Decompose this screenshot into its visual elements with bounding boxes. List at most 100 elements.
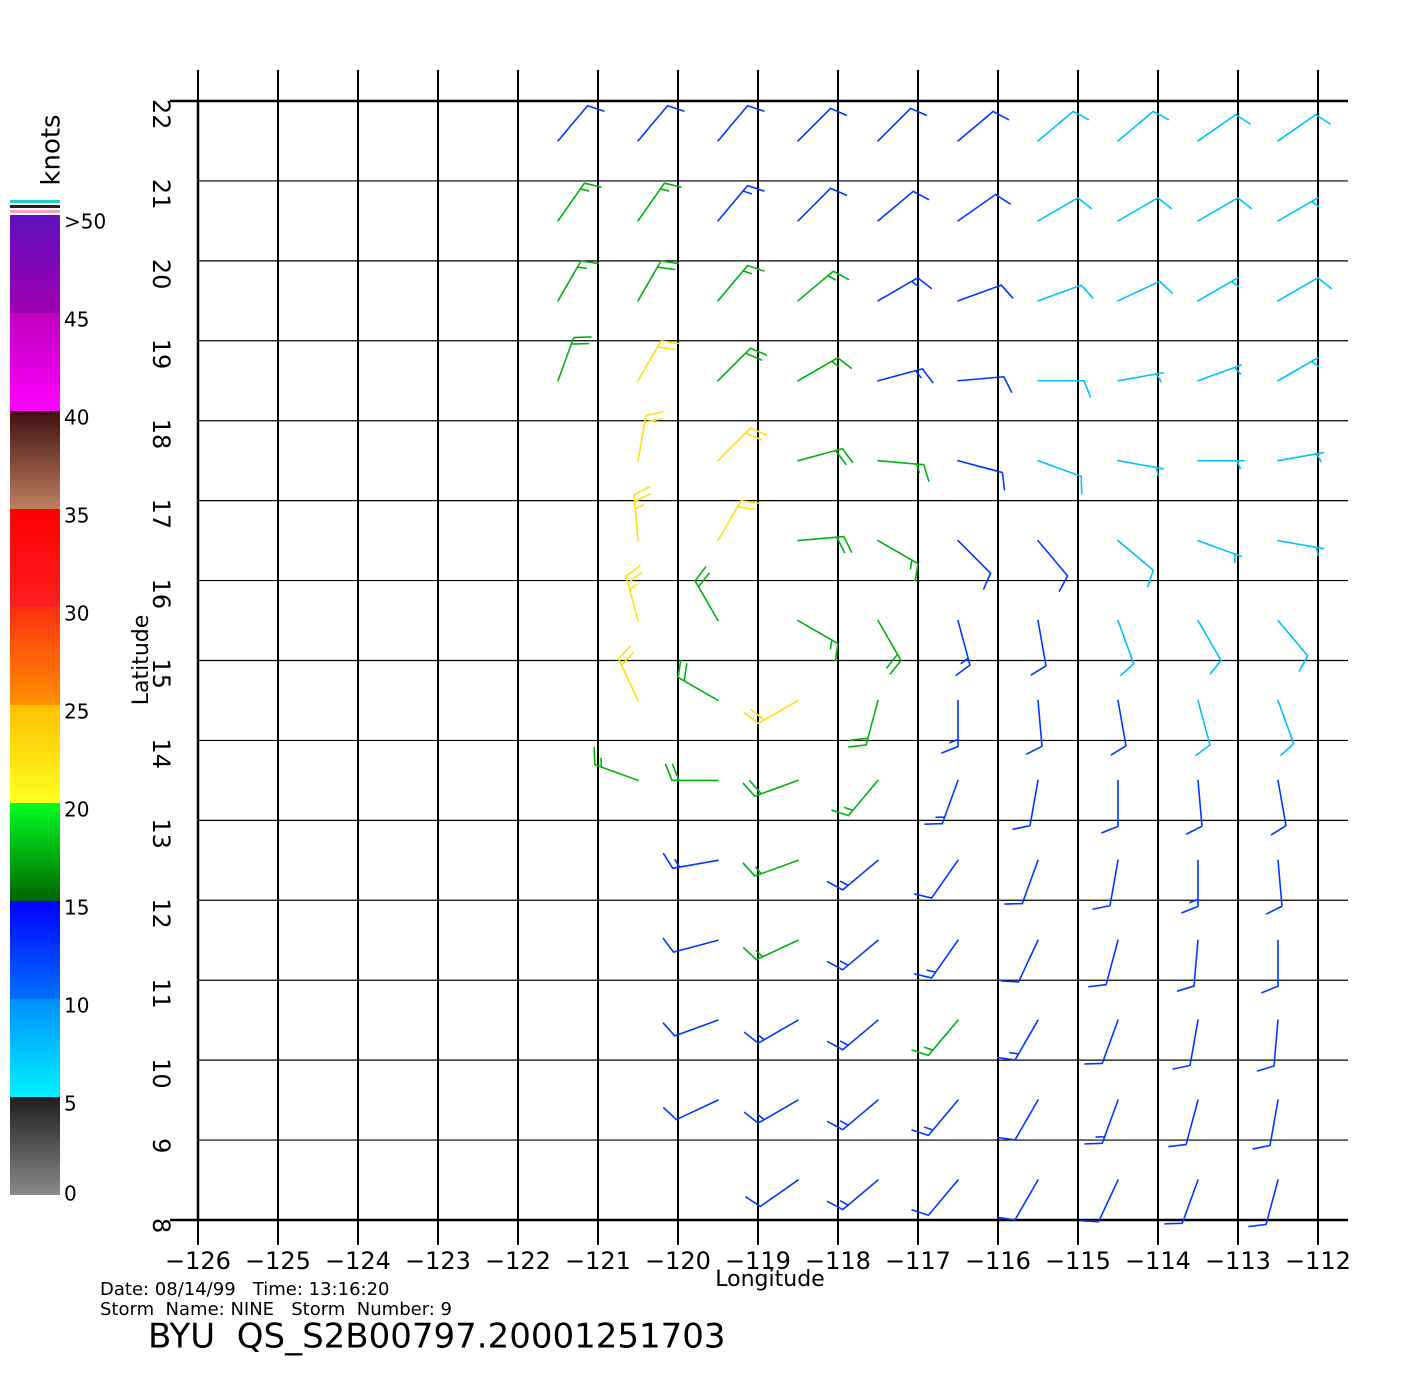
wind-barb [1117,619,1135,677]
x-tick-label: −125 [245,1247,311,1275]
y-tick-label: 20 [147,259,175,290]
wind-barb [557,182,602,222]
wind-barb [1117,459,1165,477]
wind-barb [797,107,848,142]
wind-barb [797,270,850,302]
wind-barb [1080,1179,1119,1223]
x-tick-label: −124 [325,1247,391,1275]
colorbar-label: knots [37,114,67,185]
wind-barb [742,859,799,877]
wind-barb [877,190,930,222]
y-tick-label: 22 [147,99,175,130]
y-tick-label: 18 [147,419,175,450]
wind-barb [924,779,959,825]
date-line: Date: 08/14/99 Time: 13:16:20 [100,1279,390,1300]
colorbar-band [10,705,60,803]
wind-barb [1004,859,1039,905]
wind-barb [1025,699,1043,755]
wind-barb [831,779,879,817]
wind-barb [1197,459,1245,470]
wind-barb [957,110,1010,142]
y-tick-label: 15 [147,659,175,690]
colorbar-band [10,411,60,509]
file-title: BYU QS_S2B00797.20001251703 [148,1317,726,1357]
wind-barb [1101,779,1119,834]
wind-barb [625,564,643,622]
colorbar-band [10,803,60,901]
wind-barb [955,619,971,677]
y-tick-label: 13 [147,818,175,849]
wind-barb [664,763,719,782]
x-tick-label: −118 [805,1247,871,1275]
wind-barb [1088,939,1119,988]
x-tick-label: −112 [1285,1247,1351,1275]
wind-barb [1277,356,1320,382]
wind-barb [1037,539,1069,592]
wind-barb [1248,1179,1279,1228]
wind-barb [1261,939,1279,994]
wind-barb [877,619,902,675]
wind-barb [797,187,848,222]
x-tick-label: −114 [1125,1247,1191,1275]
wind-barb [911,1099,959,1137]
y-tick-label: 14 [147,738,175,769]
wind-barb [1037,197,1093,222]
colorbar-cap [10,205,60,208]
wind-barb [1277,619,1309,672]
wind-barb [633,486,651,542]
wind-barb [826,1099,879,1131]
wind-barb [1197,277,1240,302]
colorbar-band [10,509,60,607]
colorbar-tick-label: 35 [64,504,89,528]
x-tick-label: −113 [1205,1247,1271,1275]
wind-barb [797,447,854,466]
wind-barb [662,937,719,953]
wind-barb [911,1179,959,1217]
x-tick-label: −117 [885,1247,951,1275]
colorbar-band [10,215,60,313]
wind-barb [1176,939,1199,992]
y-tick-label: 17 [147,499,175,530]
wind-barb [593,746,639,782]
wind-barb [1110,699,1127,756]
wind-barb [1030,619,1047,676]
wind-barb [717,499,759,542]
wind-barb [957,459,1006,491]
wind-barb [717,184,765,222]
wind-barb [877,277,933,302]
wind-barb [1000,939,1039,983]
colorbar-tick-label: 10 [64,994,89,1018]
wind-barb [662,852,719,870]
colorbar-tick-label: 15 [64,896,89,920]
wind-barb [826,1179,879,1211]
wind-barb [637,260,679,302]
x-tick-label: −119 [725,1247,791,1275]
wind-barb [1197,364,1243,382]
wind-barb [957,193,1011,222]
wind-barb [1197,539,1243,564]
wind-barb [1277,539,1325,557]
wind-barb [1265,859,1283,915]
wind-barb [662,1099,719,1121]
wind-barb [1117,280,1174,302]
wind-barb [1181,859,1199,914]
wind-barb [797,356,853,382]
wind-barb [1117,110,1170,142]
wind-barb [997,1099,1039,1141]
wind-barb [617,645,639,702]
colorbar-tick-label: 0 [64,1182,77,1206]
x-axis-label: Longitude [715,1267,824,1292]
wind-barb [717,104,765,142]
wind-barb [848,699,879,748]
wind-barb [1164,1179,1199,1225]
wind-barb [1252,1099,1279,1150]
wind-barb [1037,110,1090,142]
wind-barb [1117,197,1173,222]
wind-barb [1117,371,1165,383]
wind-barb [797,619,839,662]
wind-barb [742,779,799,797]
wind-barb [877,107,928,142]
wind-barb [1277,197,1320,222]
wind-barb [1168,1099,1199,1148]
wind-barb [997,1019,1039,1061]
